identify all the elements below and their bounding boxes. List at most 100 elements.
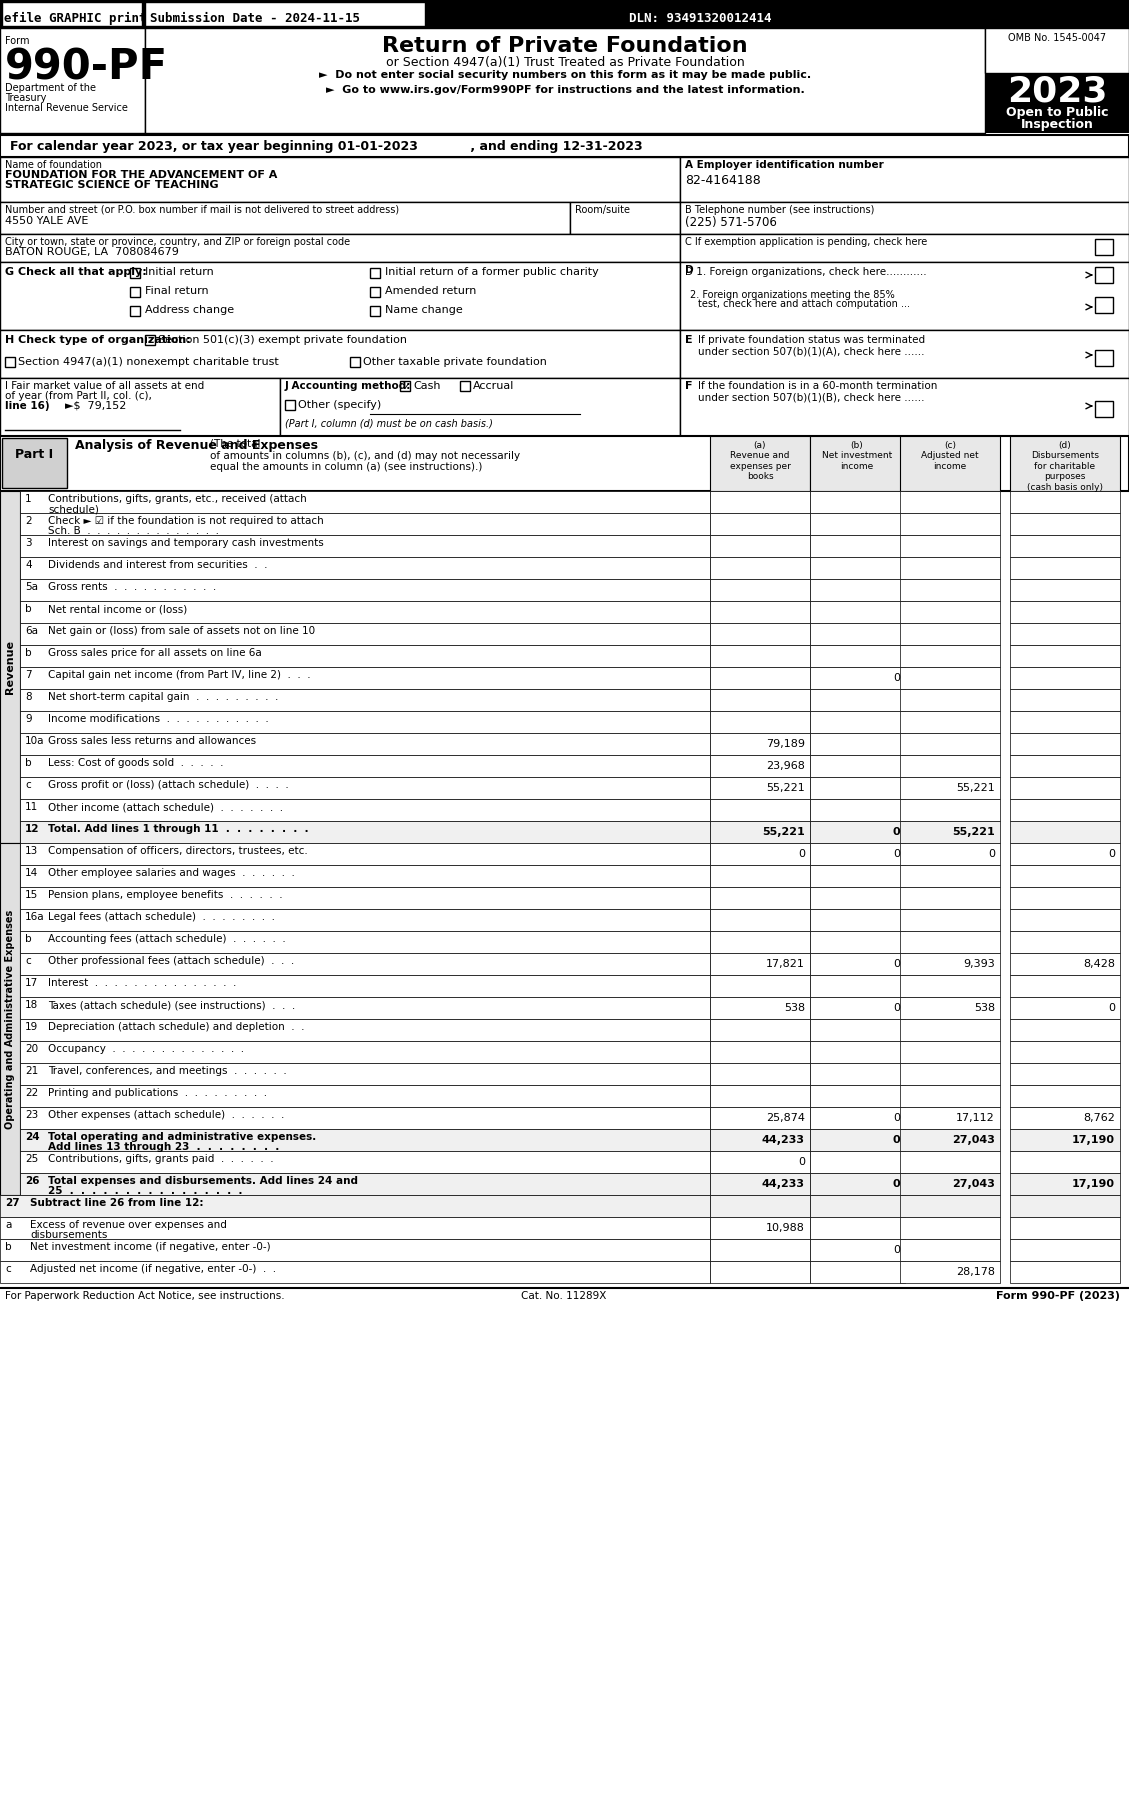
Bar bbox=[1010, 435, 1120, 491]
Bar bbox=[460, 381, 470, 390]
Bar bbox=[5, 358, 15, 367]
Text: Legal fees (attach schedule)  .  .  .  .  .  .  .  .: Legal fees (attach schedule) . . . . . .… bbox=[49, 912, 275, 922]
Text: OMB No. 1545-0047: OMB No. 1545-0047 bbox=[1008, 32, 1106, 43]
Bar bbox=[809, 998, 905, 1019]
Text: 4: 4 bbox=[25, 559, 32, 570]
Text: Revenue: Revenue bbox=[5, 640, 15, 694]
Text: D: D bbox=[685, 264, 698, 275]
Bar bbox=[900, 931, 1000, 953]
Text: Travel, conferences, and meetings  .  .  .  .  .  .: Travel, conferences, and meetings . . . … bbox=[49, 1066, 287, 1075]
Bar bbox=[0, 1239, 710, 1260]
Text: Room/suite: Room/suite bbox=[575, 205, 630, 216]
Bar bbox=[0, 378, 280, 435]
Bar bbox=[809, 975, 905, 998]
Text: 17,821: 17,821 bbox=[767, 958, 805, 969]
Text: 44,233: 44,233 bbox=[762, 1179, 805, 1188]
Text: Net rental income or (loss): Net rental income or (loss) bbox=[49, 604, 187, 613]
Bar bbox=[710, 1041, 809, 1063]
Text: 19: 19 bbox=[25, 1021, 38, 1032]
Text: A Employer identification number: A Employer identification number bbox=[685, 160, 884, 171]
Text: 20: 20 bbox=[25, 1045, 38, 1054]
Bar bbox=[1010, 998, 1120, 1019]
Text: Contributions, gifts, grants, etc., received (attach: Contributions, gifts, grants, etc., rece… bbox=[49, 494, 307, 503]
Bar bbox=[370, 306, 380, 316]
Bar bbox=[20, 622, 710, 645]
Bar bbox=[20, 777, 710, 798]
Text: Cash: Cash bbox=[413, 381, 440, 390]
Bar bbox=[710, 777, 809, 798]
Bar bbox=[900, 975, 1000, 998]
Bar bbox=[809, 1172, 905, 1196]
Text: If private foundation status was terminated: If private foundation status was termina… bbox=[698, 334, 925, 345]
Bar bbox=[1010, 512, 1120, 536]
Bar bbox=[0, 1217, 710, 1239]
Bar bbox=[1010, 1260, 1120, 1284]
Text: 8,762: 8,762 bbox=[1083, 1113, 1115, 1124]
Text: J Accounting method:: J Accounting method: bbox=[285, 381, 411, 390]
Bar bbox=[1010, 579, 1120, 601]
Bar bbox=[809, 1217, 905, 1239]
Text: STRATEGIC SCIENCE OF TEACHING: STRATEGIC SCIENCE OF TEACHING bbox=[5, 180, 219, 191]
Bar bbox=[1010, 645, 1120, 667]
Bar bbox=[809, 1239, 905, 1260]
Bar bbox=[20, 557, 710, 579]
Bar bbox=[20, 755, 710, 777]
Text: line 16): line 16) bbox=[5, 401, 50, 412]
Bar bbox=[809, 1129, 905, 1151]
Bar bbox=[20, 601, 710, 622]
Text: 9,393: 9,393 bbox=[963, 958, 995, 969]
Text: Subtract line 26 from line 12:: Subtract line 26 from line 12: bbox=[30, 1197, 203, 1208]
Text: Excess of revenue over expenses and: Excess of revenue over expenses and bbox=[30, 1221, 227, 1230]
Bar bbox=[1010, 1217, 1120, 1239]
Bar bbox=[20, 1084, 710, 1108]
Bar bbox=[1010, 931, 1120, 953]
Bar bbox=[710, 953, 809, 975]
Bar bbox=[1010, 1129, 1120, 1151]
Bar bbox=[809, 1108, 905, 1129]
Bar bbox=[809, 601, 905, 622]
Text: Total expenses and disbursements. Add lines 24 and: Total expenses and disbursements. Add li… bbox=[49, 1176, 358, 1187]
Text: ✓: ✓ bbox=[146, 336, 156, 345]
Text: City or town, state or province, country, and ZIP or foreign postal code: City or town, state or province, country… bbox=[5, 237, 350, 246]
Text: 17,190: 17,190 bbox=[1073, 1179, 1115, 1188]
Text: 55,221: 55,221 bbox=[956, 782, 995, 793]
Bar bbox=[809, 1196, 905, 1217]
Text: b: b bbox=[25, 604, 32, 613]
Text: Net gain or (loss) from sale of assets not on line 10: Net gain or (loss) from sale of assets n… bbox=[49, 626, 315, 636]
Bar bbox=[900, 435, 1000, 491]
Text: Part I: Part I bbox=[15, 448, 53, 460]
Bar bbox=[1010, 491, 1120, 512]
Text: 0: 0 bbox=[893, 958, 900, 969]
Text: BATON ROUGE, LA  708084679: BATON ROUGE, LA 708084679 bbox=[5, 246, 178, 257]
Text: 13: 13 bbox=[25, 847, 38, 856]
Text: Depreciation (attach schedule) and depletion  .  .: Depreciation (attach schedule) and deple… bbox=[49, 1021, 305, 1032]
Text: 27: 27 bbox=[5, 1197, 19, 1208]
Bar bbox=[900, 953, 1000, 975]
Text: Amended return: Amended return bbox=[385, 286, 476, 297]
Bar bbox=[710, 1019, 809, 1041]
Bar bbox=[20, 710, 710, 734]
Bar bbox=[900, 1108, 1000, 1129]
Text: 990-PF: 990-PF bbox=[5, 47, 168, 88]
Bar bbox=[20, 843, 710, 865]
Bar bbox=[900, 1172, 1000, 1196]
Bar bbox=[710, 689, 809, 710]
Bar bbox=[710, 1151, 809, 1172]
Bar bbox=[900, 755, 1000, 777]
Text: ►  Do not enter social security numbers on this form as it may be made public.: ► Do not enter social security numbers o… bbox=[318, 70, 811, 79]
Bar bbox=[710, 910, 809, 931]
Text: (The total
of amounts in columns (b), (c), and (d) may not necessarily
equal the: (The total of amounts in columns (b), (c… bbox=[210, 439, 520, 473]
Text: b: b bbox=[25, 647, 32, 658]
Bar bbox=[900, 843, 1000, 865]
Bar bbox=[680, 156, 1129, 201]
Bar bbox=[900, 910, 1000, 931]
Text: Section 4947(a)(1) nonexempt charitable trust: Section 4947(a)(1) nonexempt charitable … bbox=[18, 358, 279, 367]
Text: Compensation of officers, directors, trustees, etc.: Compensation of officers, directors, tru… bbox=[49, 847, 308, 856]
Text: (c)
Adjusted net
income: (c) Adjusted net income bbox=[921, 441, 979, 471]
Text: b: b bbox=[5, 1242, 11, 1251]
Bar bbox=[20, 886, 710, 910]
Bar bbox=[1095, 401, 1113, 417]
Text: 538: 538 bbox=[974, 1003, 995, 1012]
Bar bbox=[20, 910, 710, 931]
Bar bbox=[710, 998, 809, 1019]
